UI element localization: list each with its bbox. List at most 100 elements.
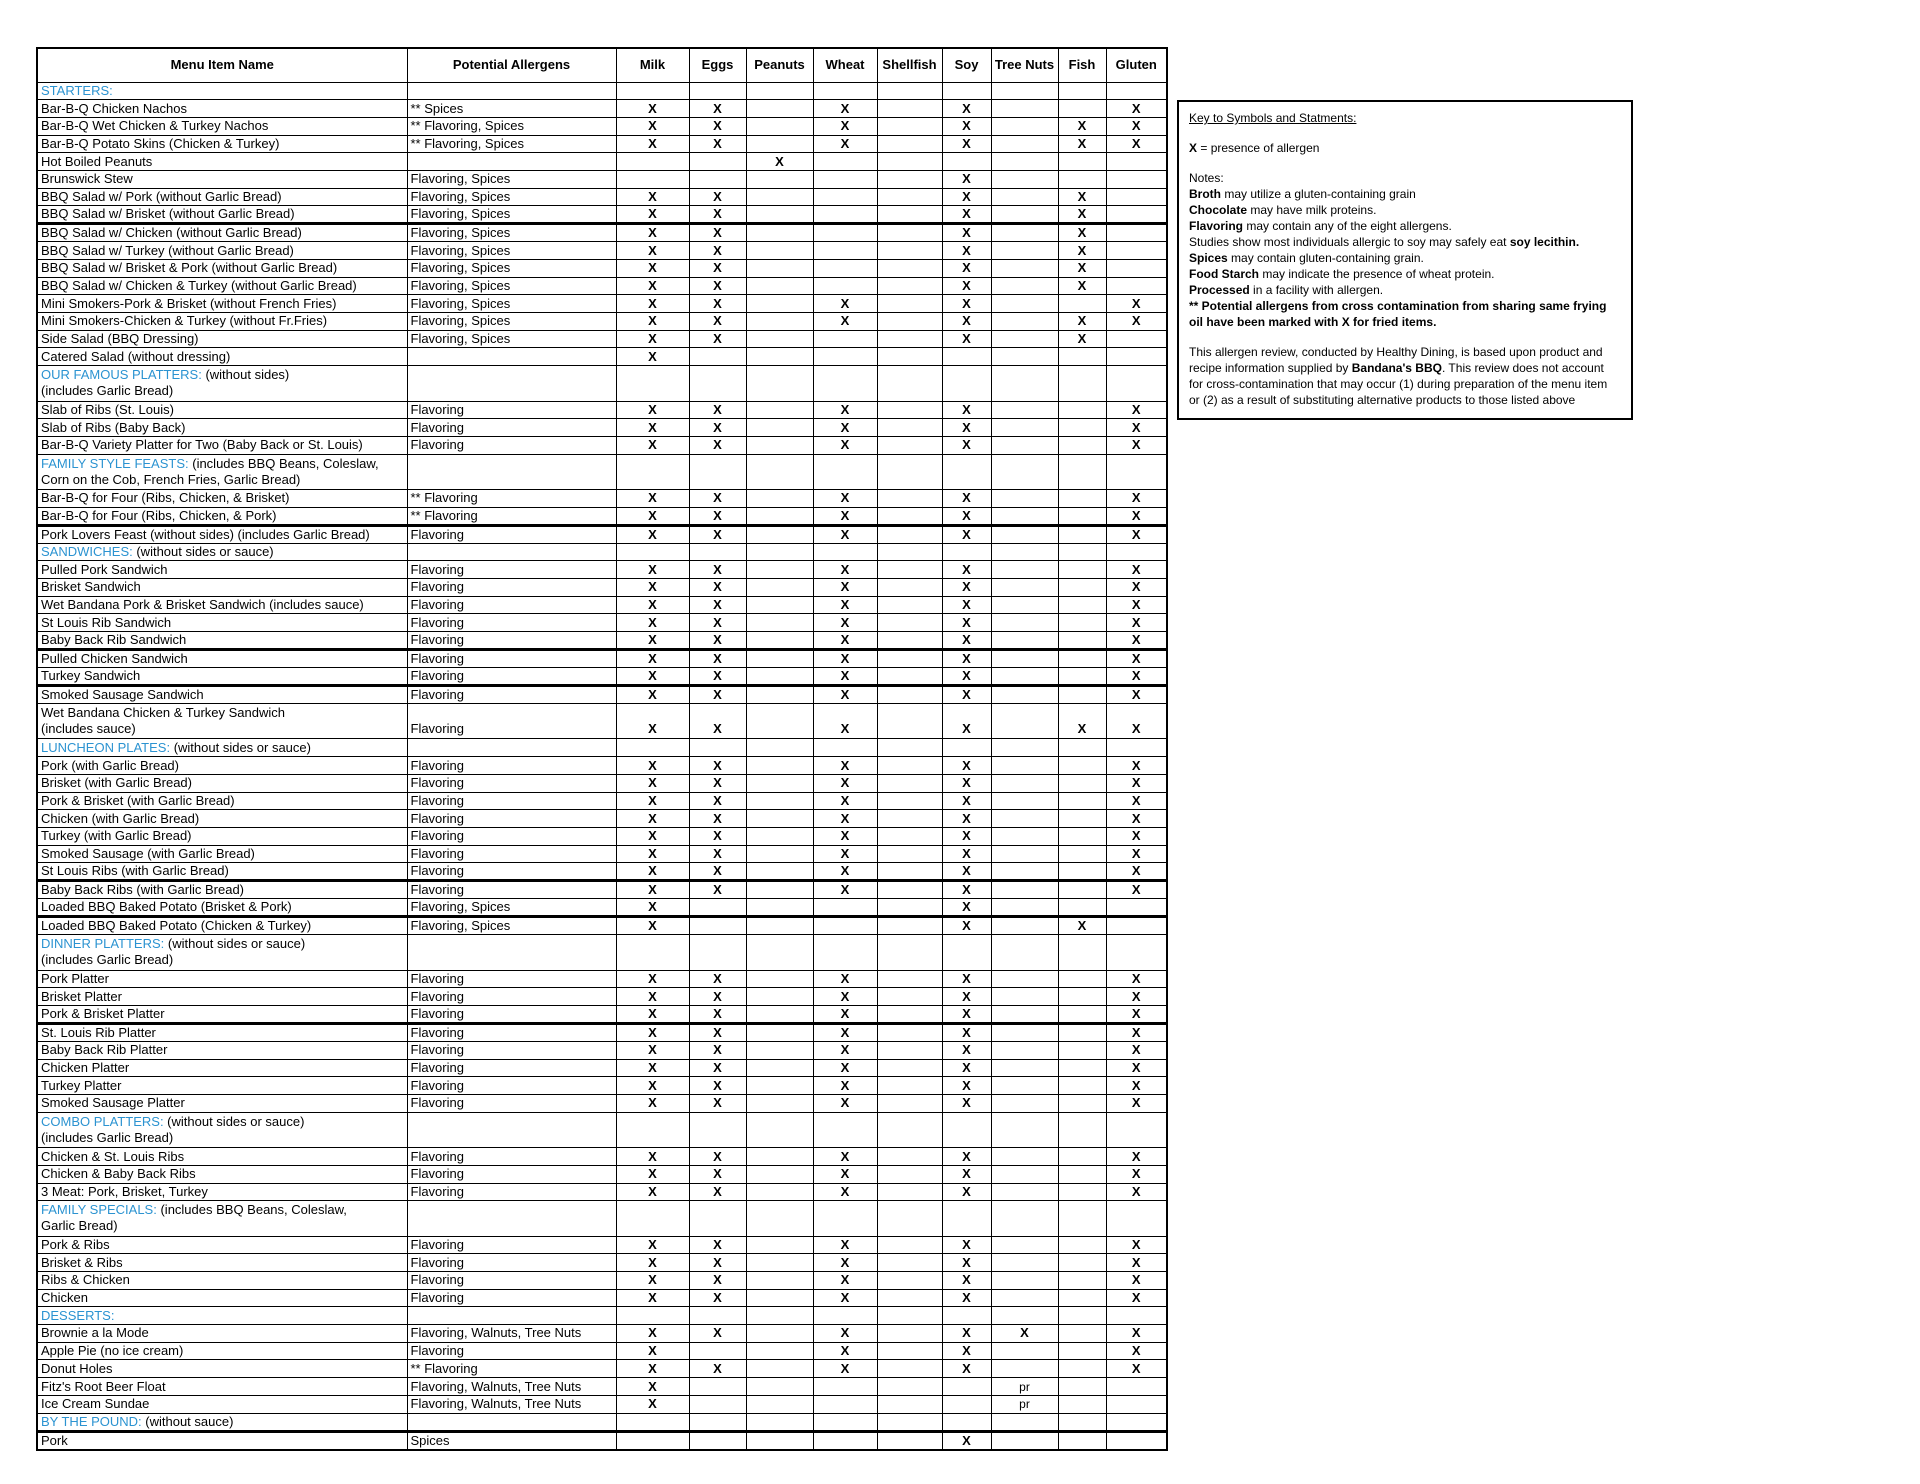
allergen-mark-cell [615, 1306, 690, 1326]
allergens-cell [406, 1111, 617, 1149]
section-subtitle: (without sides) [201, 367, 290, 383]
allergen-mark-cell [990, 1412, 1059, 1432]
table-row: Mini Smokers-Pork & Brisket (without Fre… [36, 294, 1168, 314]
allergen-mark-cell [812, 915, 878, 936]
allergen-mark-cell [990, 1076, 1059, 1096]
menu-item-name: St Louis Ribs (with Garlic Bread) [41, 863, 229, 879]
allergen-mark-cell: X [1105, 400, 1168, 420]
allergens-cell: Flavoring, Spices [406, 312, 617, 331]
menu-item-cell: Bar-B-Q for Four (Ribs, Chicken, & Pork) [36, 506, 408, 526]
allergen-mark-cell [990, 418, 1059, 437]
menu-item-cell: Chicken & St. Louis Ribs [36, 1147, 408, 1166]
table-row: Pork (with Garlic Bread) Flavoring X X X X X [36, 756, 1168, 775]
allergen-mark-cell [1057, 684, 1107, 705]
allergen-mark-cell: X [688, 1005, 747, 1025]
allergen-mark-cell [1057, 453, 1107, 490]
allergen-mark-cell: X [615, 312, 690, 331]
table-row: BBQ Salad w/ Turkey (without Garlic Brea… [36, 241, 1168, 260]
allergen-mark-cell [812, 1429, 878, 1451]
allergen-mark-cell: X [615, 276, 690, 296]
allergen-mark-cell: X [941, 773, 992, 793]
allergen-mark-cell [745, 1005, 814, 1025]
allergen-mark-cell [990, 294, 1059, 314]
allergen-mark-cell: X [688, 312, 747, 331]
allergen-mark-cell [688, 1341, 747, 1361]
allergen-mark-cell: X [812, 418, 878, 437]
allergen-mark-cell: X [1105, 418, 1168, 437]
allergen-mark-cell [1057, 347, 1107, 367]
allergen-mark-cell [990, 1429, 1059, 1451]
allergen-mark-cell [1105, 1429, 1168, 1451]
allergen-mark-cell: X [941, 222, 992, 243]
table-row: Pork Lovers Feast (without sides) (inclu… [36, 523, 1168, 544]
menu-item-name: Turkey Sandwich [41, 668, 141, 684]
allergen-mark-cell [876, 435, 943, 455]
allergen-mark-cell: X [941, 488, 992, 508]
table-row: Chicken Flavoring X X X X X [36, 1288, 1168, 1308]
allergen-mark-cell [1057, 1394, 1107, 1414]
allergens-cell: Flavoring [406, 791, 617, 811]
table-row: Smoked Sausage Sandwich Flavoring X X X X X [36, 684, 1168, 705]
allergen-mark-cell [745, 738, 814, 758]
menu-item-name: 3 Meat: Pork, Brisket, Turkey [41, 1183, 208, 1199]
table-row: Fitz's Root Beer Float Flavoring, Walnuts… [36, 1377, 1168, 1396]
allergen-mark-cell [876, 1200, 943, 1237]
table-row: BBQ Salad w/ Pork (without Garlic Bread)… [36, 187, 1168, 207]
allergen-mark-cell: X [1057, 312, 1107, 331]
allergens-cell: Flavoring [406, 879, 617, 900]
allergen-mark-cell [615, 934, 690, 971]
menu-item-cell: Pork & Ribs [36, 1235, 408, 1255]
allergen-mark-cell [876, 453, 943, 490]
column-header: Fish [1057, 47, 1107, 83]
allergen-mark-cell [876, 312, 943, 331]
section-title: OUR FAMOUS PLATTERS: [41, 367, 202, 383]
allergens-cell: Flavoring [406, 1041, 617, 1060]
menu-item-cell: Slab of Ribs (St. Louis) [36, 400, 408, 420]
allergen-mark-cell [941, 365, 992, 402]
allergen-mark-cell: X [615, 1022, 690, 1043]
allergen-mark-cell: X [941, 915, 992, 936]
table-row: Donut Holes ** Flavoring X X X X X [36, 1359, 1168, 1379]
menu-item-name: Pork [41, 1432, 68, 1448]
section-row: DINNER PLATTERS: (without sides or sauce… [36, 934, 1168, 971]
allergen-mark-cell: X [812, 1164, 878, 1184]
allergen-mark-cell [876, 1235, 943, 1255]
allergen-mark-cell [1105, 915, 1168, 936]
allergen-mark-cell [812, 152, 878, 171]
allergen-mark-cell: X [812, 294, 878, 314]
menu-item-cell: Pulled Chicken Sandwich [36, 648, 408, 669]
menu-item-name: Chicken & Baby Back Ribs [41, 1166, 196, 1182]
allergen-mark-cell: X [941, 613, 992, 633]
allergen-mark-cell [1057, 488, 1107, 508]
menu-item-cell: St. Louis Rib Platter [36, 1022, 408, 1043]
allergen-mark-cell [990, 613, 1059, 633]
allergen-mark-cell [876, 187, 943, 207]
allergen-mark-cell: X [688, 241, 747, 260]
section-subtitle-line2: Corn on the Cob, French Fries, Garlic Br… [41, 471, 301, 487]
allergen-mark-cell: X [615, 756, 690, 775]
allergen-mark-cell: X [1057, 187, 1107, 207]
allergen-mark-cell [990, 1094, 1059, 1113]
allergen-mark-cell [876, 898, 943, 918]
allergen-mark-cell [941, 81, 992, 101]
allergen-mark-cell: X [615, 329, 690, 349]
menu-item-cell: Brisket Platter [36, 987, 408, 1007]
allergen-mark-cell: X [812, 987, 878, 1007]
allergen-mark-cell: X [1105, 1041, 1168, 1060]
menu-item-name: Loaded BBQ Baked Potato (Brisket & Pork) [41, 899, 292, 915]
allergen-mark-cell: X [1105, 631, 1168, 651]
allergen-mark-cell: X [615, 1394, 690, 1414]
allergen-mark-cell [876, 542, 943, 562]
menu-item-cell: St Louis Ribs (with Garlic Bread) [36, 862, 408, 882]
table-row: Bar-B-Q Wet Chicken & Turkey Nachos ** Fl… [36, 116, 1168, 136]
key-note-line: Spices may contain gluten-containing gra… [1189, 251, 1424, 265]
allergen-mark-cell: X [615, 1341, 690, 1361]
allergen-mark-cell: X [941, 756, 992, 775]
menu-item-name: BBQ Salad w/ Brisket (without Garlic Bre… [41, 206, 295, 222]
allergen-mark-cell [688, 934, 747, 971]
allergen-mark-cell: X [941, 844, 992, 864]
allergen-mark-cell: X [812, 684, 878, 705]
section-title: BY THE POUND: [41, 1413, 142, 1429]
allergen-mark-cell [990, 1111, 1059, 1149]
allergen-mark-cell: X [941, 1164, 992, 1184]
